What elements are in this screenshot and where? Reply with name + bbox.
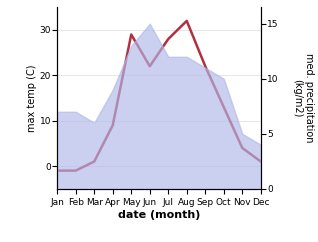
Y-axis label: max temp (C): max temp (C)	[27, 64, 37, 132]
X-axis label: date (month): date (month)	[118, 210, 200, 220]
Y-axis label: med. precipitation
(kg/m2): med. precipitation (kg/m2)	[292, 53, 314, 143]
